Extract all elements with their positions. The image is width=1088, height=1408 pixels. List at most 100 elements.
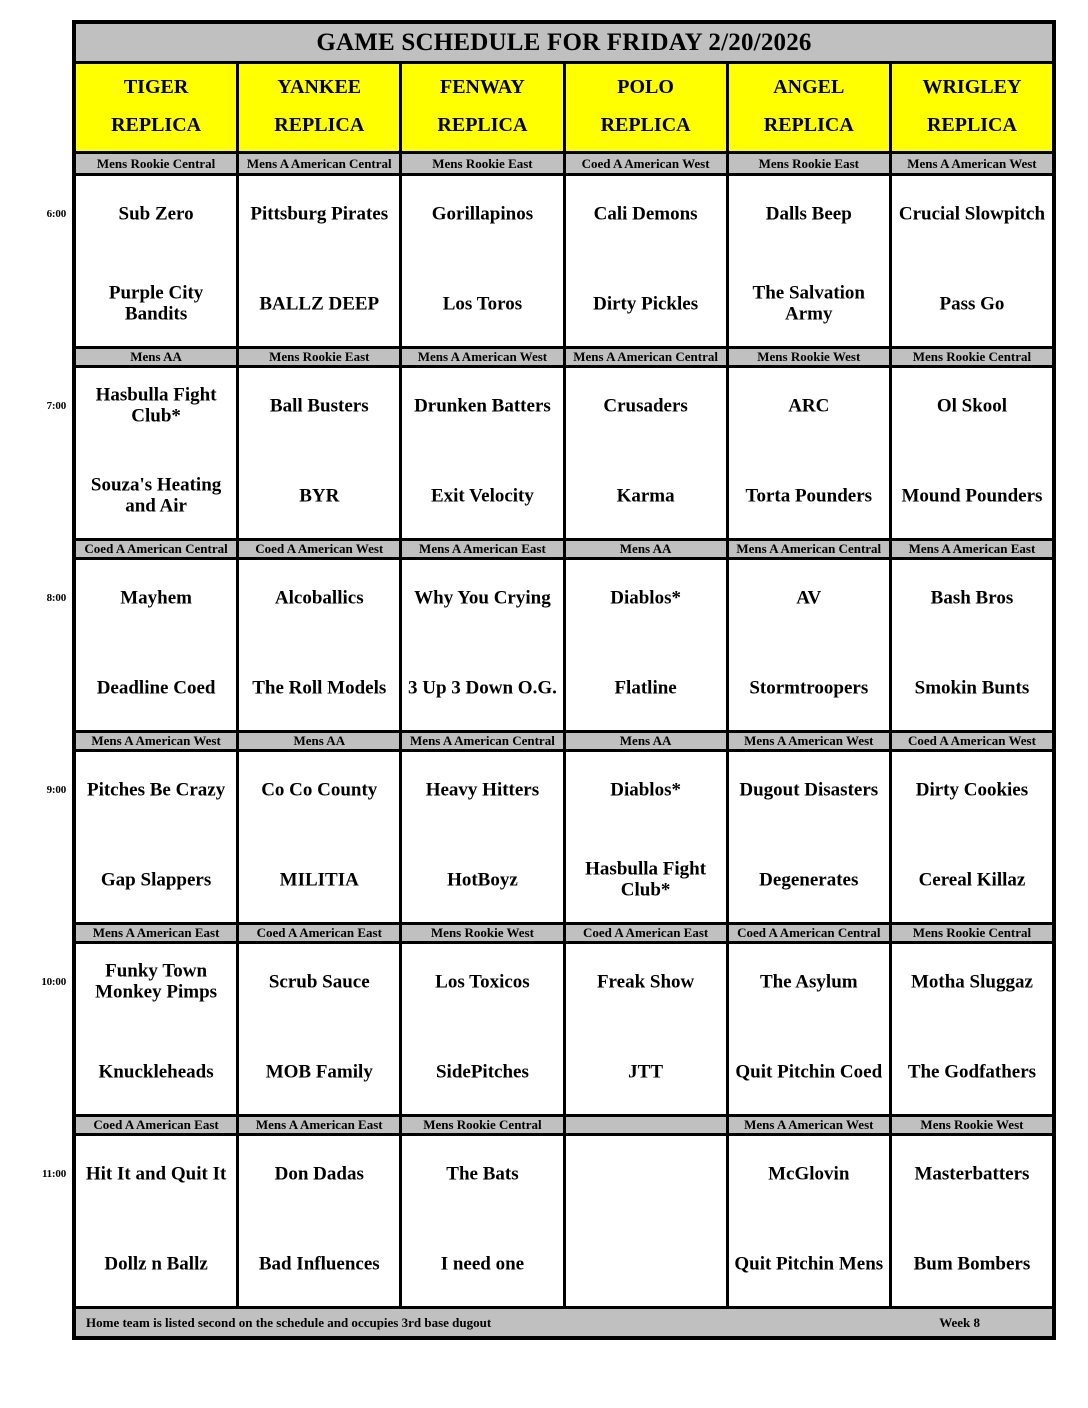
- division-label: Mens Rookie West: [402, 925, 566, 941]
- footer-week-label: Week 8: [939, 1314, 980, 1330]
- game-cell[interactable]: Dugout Disasters Degenerates: [728, 752, 892, 922]
- game-cell[interactable]: Ol Skool Mound Pounders: [891, 368, 1053, 538]
- venue-subtitle: REPLICA: [274, 114, 365, 136]
- time-label: 6:00: [46, 208, 67, 220]
- division-row: Coed A American Central Coed A American W…: [76, 538, 1053, 560]
- division-label: Mens AA: [239, 733, 403, 749]
- game-cell[interactable]: Don Dadas Bad Influences: [239, 1136, 403, 1306]
- home-team: Quit Pitchin Mens: [734, 1253, 884, 1275]
- game-cell[interactable]: Alcoballics The Roll Models: [239, 560, 403, 730]
- home-team: SidePitches: [435, 1061, 529, 1083]
- venue-name: YANKEE: [277, 76, 362, 98]
- away-team: Crusaders: [603, 395, 688, 417]
- away-team: Dirty Cookies: [915, 779, 1029, 801]
- game-cell[interactable]: Ball Busters BYR: [239, 368, 403, 538]
- away-team: Pittsburg Pirates: [250, 203, 389, 225]
- schedule-body: Mens Rookie Central Mens A American Centr…: [76, 154, 1053, 1306]
- game-cell[interactable]: Crucial Slowpitch Pass Go: [891, 176, 1053, 346]
- game-cell[interactable]: Funky Town Monkey Pimps Knuckleheads: [76, 944, 240, 1114]
- away-team: Ball Busters: [269, 395, 369, 417]
- division-label: Mens Rookie Central: [891, 349, 1053, 365]
- away-team: Scrub Sauce: [268, 971, 370, 993]
- game-cell[interactable]: Motha Sluggaz The Godfathers: [891, 944, 1053, 1114]
- game-cell[interactable]: The Bats I need one: [402, 1136, 566, 1306]
- away-team: Diablos*: [610, 587, 681, 609]
- game-cell[interactable]: Pitches Be Crazy Gap Slappers: [76, 752, 240, 922]
- game-cell[interactable]: Hit It and Quit It Dollz n Ballz: [76, 1136, 240, 1306]
- division-label: Mens A American West: [728, 1117, 892, 1133]
- game-cell[interactable]: Scrub Sauce MOB Family: [239, 944, 403, 1114]
- game-cell[interactable]: Dirty Cookies Cereal Killaz: [891, 752, 1053, 922]
- division-label: Mens A American West: [891, 154, 1053, 173]
- away-team: The Bats: [446, 1163, 519, 1185]
- home-team: Cereal Killaz: [918, 869, 1026, 891]
- home-team: Knuckleheads: [98, 1061, 214, 1083]
- game-cell[interactable]: Why You Crying 3 Up 3 Down O.G.: [402, 560, 566, 730]
- game-cell[interactable]: Mayhem Deadline Coed: [76, 560, 240, 730]
- game-cell[interactable]: Pittsburg Pirates BALLZ DEEP: [239, 176, 403, 346]
- venue-subtitle: REPLICA: [437, 114, 528, 136]
- game-cell[interactable]: Masterbatters Bum Bombers: [891, 1136, 1053, 1306]
- game-cell[interactable]: Hasbulla Fight Club* Souza's Heating and …: [76, 368, 240, 538]
- away-team: Alcoballics: [274, 587, 364, 609]
- division-label: Mens A American East: [402, 541, 566, 557]
- game-cell[interactable]: Crusaders Karma: [565, 368, 729, 538]
- home-team: JTT: [628, 1061, 664, 1083]
- home-team: Dirty Pickles: [593, 293, 699, 315]
- game-cell[interactable]: Diablos* Flatline: [565, 560, 729, 730]
- division-label: Mens A American East: [239, 1117, 403, 1133]
- home-team: HotBoyz: [447, 869, 518, 891]
- game-cell[interactable]: The Asylum Quit Pitchin Coed: [728, 944, 892, 1114]
- game-cell[interactable]: Co Co County MILITIA: [239, 752, 403, 922]
- game-cell[interactable]: Cali Demons Dirty Pickles: [565, 176, 729, 346]
- game-cell[interactable]: McGlovin Quit Pitchin Mens: [728, 1136, 892, 1306]
- game-cell[interactable]: Los Toxicos SidePitches: [402, 944, 566, 1114]
- venue-subtitle: REPLICA: [600, 114, 691, 136]
- away-team: Dugout Disasters: [739, 779, 879, 801]
- home-team: Hasbulla Fight Club*: [585, 858, 707, 901]
- game-cell[interactable]: AV Stormtroopers: [728, 560, 892, 730]
- game-cell[interactable]: Bash Bros Smokin Bunts: [891, 560, 1053, 730]
- away-team: Sub Zero: [118, 203, 194, 225]
- games-row: Mayhem Deadline Coed Alcoballics The Roll M…: [76, 560, 1053, 730]
- game-cell[interactable]: [565, 1136, 729, 1306]
- schedule-title-bar: GAME SCHEDULE FOR FRIDAY 2/20/2026: [76, 24, 1052, 64]
- game-cell[interactable]: Sub Zero Purple City Bandits: [76, 176, 240, 346]
- division-label: Mens A American Central: [565, 349, 729, 365]
- home-team: Torta Pounders: [745, 485, 873, 507]
- game-cell[interactable]: Drunken Batters Exit Velocity: [402, 368, 566, 538]
- game-cell[interactable]: Freak Show JTT: [565, 944, 729, 1114]
- home-team: Purple City Bandits: [108, 282, 204, 325]
- division-label: Mens A American Central: [402, 733, 566, 749]
- game-cell[interactable]: Heavy Hitters HotBoyz: [402, 752, 566, 922]
- away-team: Dalls Beep: [765, 203, 852, 225]
- division-label: Mens A American Central: [239, 154, 403, 173]
- away-team: Gorillapinos: [431, 203, 534, 225]
- game-cell[interactable]: Dalls Beep The Salvation Army: [728, 176, 892, 346]
- games-row: Sub Zero Purple City Bandits Pittsburg Pir…: [76, 176, 1053, 346]
- schedule-footer: Home team is listed second on the schedu…: [76, 1306, 1052, 1336]
- division-label: Mens A American East: [76, 925, 240, 941]
- division-label: Coed A American East: [76, 1117, 240, 1133]
- away-team: Pitches Be Crazy: [86, 779, 226, 801]
- division-label: Mens A American West: [402, 349, 566, 365]
- home-team: Deadline Coed: [96, 677, 216, 699]
- away-team: Drunken Batters: [414, 395, 551, 417]
- away-team: Bash Bros: [930, 587, 1014, 609]
- division-label: Mens Rookie East: [402, 154, 566, 173]
- away-team: Why You Crying: [414, 587, 551, 609]
- away-team: Masterbatters: [914, 1163, 1030, 1185]
- game-cell[interactable]: Gorillapinos Los Toros: [402, 176, 566, 346]
- division-label: Mens A American East: [891, 541, 1053, 557]
- game-cell[interactable]: ARC Torta Pounders: [728, 368, 892, 538]
- division-label: Coed A American Central: [76, 541, 240, 557]
- division-label: Mens A American West: [728, 733, 892, 749]
- home-team: Bad Influences: [258, 1253, 380, 1275]
- division-label: Mens Rookie East: [728, 154, 892, 173]
- game-cell[interactable]: Diablos* Hasbulla Fight Club*: [565, 752, 729, 922]
- away-team: Hit It and Quit It: [85, 1163, 227, 1185]
- division-label: Mens Rookie Central: [76, 154, 240, 173]
- venue-subtitle: REPLICA: [111, 114, 202, 136]
- games-row: Hit It and Quit It Dollz n Ballz Don Dadas…: [76, 1136, 1053, 1306]
- time-label: 11:00: [41, 1168, 66, 1180]
